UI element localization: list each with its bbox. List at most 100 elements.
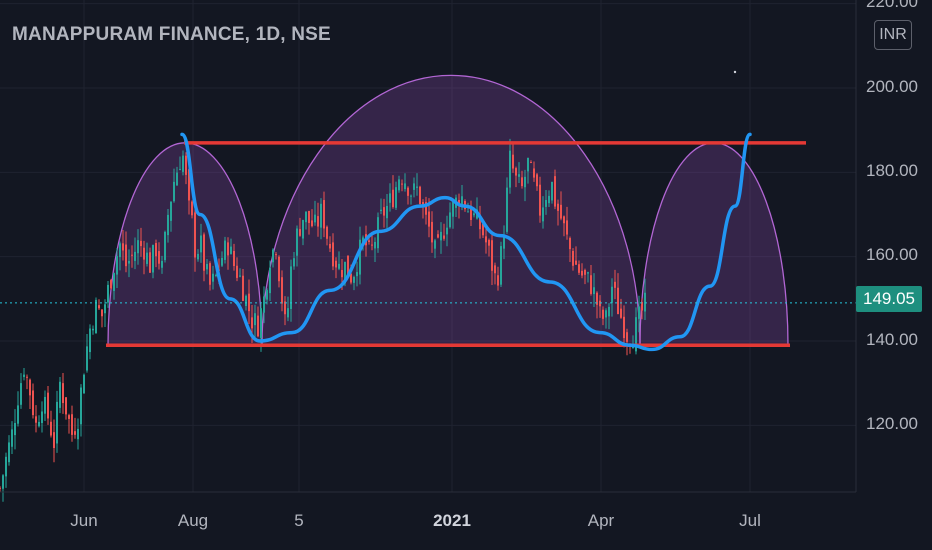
candle-body xyxy=(200,235,202,253)
candle-body xyxy=(5,456,7,477)
candle-body xyxy=(329,243,331,249)
trend-projection-curve xyxy=(180,132,752,352)
candle-body xyxy=(335,260,337,268)
candle-body xyxy=(251,317,253,329)
candle-body xyxy=(521,177,523,187)
candle-body xyxy=(257,315,259,337)
candle-body xyxy=(326,226,328,239)
candle-body xyxy=(32,390,34,416)
arc-patterns xyxy=(107,74,789,346)
candle-body xyxy=(215,274,217,276)
candle-body xyxy=(83,374,85,394)
candle-body xyxy=(11,429,13,447)
x-axis-label: Aug xyxy=(177,511,209,530)
candle-body xyxy=(482,223,484,236)
candle-body xyxy=(584,269,586,275)
candle-body xyxy=(77,428,79,440)
candle-body xyxy=(53,432,55,449)
candle-body xyxy=(188,169,190,201)
candle-body xyxy=(446,227,448,235)
candle-body xyxy=(617,287,619,315)
candle-body xyxy=(191,201,193,216)
candle-body xyxy=(41,411,43,424)
candle-body xyxy=(68,415,70,419)
candle-body xyxy=(527,157,529,172)
candle-body xyxy=(155,243,157,257)
candle-body xyxy=(227,242,229,256)
candle-body xyxy=(86,346,88,371)
candle-body xyxy=(125,244,127,267)
candle-body xyxy=(602,309,604,319)
candle-body xyxy=(131,254,133,256)
candle-body xyxy=(587,272,589,274)
candle-body xyxy=(143,247,145,260)
candle-body xyxy=(59,381,61,408)
candle-body xyxy=(410,195,412,197)
candle-body xyxy=(359,239,361,275)
candle-body xyxy=(179,169,181,171)
candle-body xyxy=(0,487,1,489)
candle-body xyxy=(278,256,280,282)
candle-body xyxy=(161,260,163,268)
candle-body xyxy=(605,310,607,318)
candle-body xyxy=(620,308,622,318)
candle-body xyxy=(170,201,172,221)
candle-body xyxy=(644,292,646,312)
candle-body xyxy=(461,196,463,205)
candle-body xyxy=(296,228,298,256)
currency-button[interactable]: INR xyxy=(874,20,912,50)
candle-body xyxy=(107,284,109,303)
candle-body xyxy=(596,292,598,305)
candle-body xyxy=(485,236,487,243)
candle-body xyxy=(566,220,568,235)
candle-body xyxy=(47,392,49,419)
candle-body xyxy=(581,270,583,276)
candle-body xyxy=(17,405,19,424)
candle-body xyxy=(209,263,211,285)
candle-body xyxy=(560,204,562,219)
candle-body xyxy=(122,243,124,251)
candle-body xyxy=(590,275,592,294)
candle-body xyxy=(173,181,175,202)
candle-body xyxy=(290,266,292,310)
candle-body xyxy=(599,300,601,307)
candle-body xyxy=(578,264,580,273)
candle-body xyxy=(212,273,214,282)
candle-body xyxy=(539,184,541,216)
candle-body xyxy=(338,263,340,269)
candle-body xyxy=(152,245,154,273)
x-axis-label: 2021 xyxy=(433,511,471,530)
candle-body xyxy=(557,203,559,211)
candle-body xyxy=(353,276,355,283)
candle-body xyxy=(479,214,481,230)
candle-body xyxy=(443,235,445,239)
candle-body xyxy=(404,183,406,190)
candle-body xyxy=(221,257,223,266)
candle-body xyxy=(269,267,271,294)
candle-body xyxy=(449,212,451,228)
candle-body xyxy=(23,374,25,377)
candle-body xyxy=(80,387,82,425)
candle-body xyxy=(206,263,208,270)
candle-body xyxy=(563,216,565,224)
candle-body xyxy=(371,244,373,246)
candle-body xyxy=(347,255,349,275)
candle-body xyxy=(416,186,418,188)
candle-body xyxy=(104,304,106,314)
candle-body xyxy=(542,207,544,222)
candle-body xyxy=(383,207,385,216)
candle-body xyxy=(341,269,343,278)
candle-body xyxy=(65,397,67,415)
candle-body xyxy=(167,214,169,236)
candle-body xyxy=(134,251,136,261)
candle-body xyxy=(494,265,496,274)
y-axis-label: 200.00 xyxy=(866,77,918,96)
candle-body xyxy=(368,240,370,243)
candle-body xyxy=(392,189,394,208)
candle-body xyxy=(263,296,265,313)
candle-body xyxy=(419,186,421,205)
candle-body xyxy=(176,172,178,186)
candle-body xyxy=(395,187,397,208)
candle-body xyxy=(614,281,616,288)
